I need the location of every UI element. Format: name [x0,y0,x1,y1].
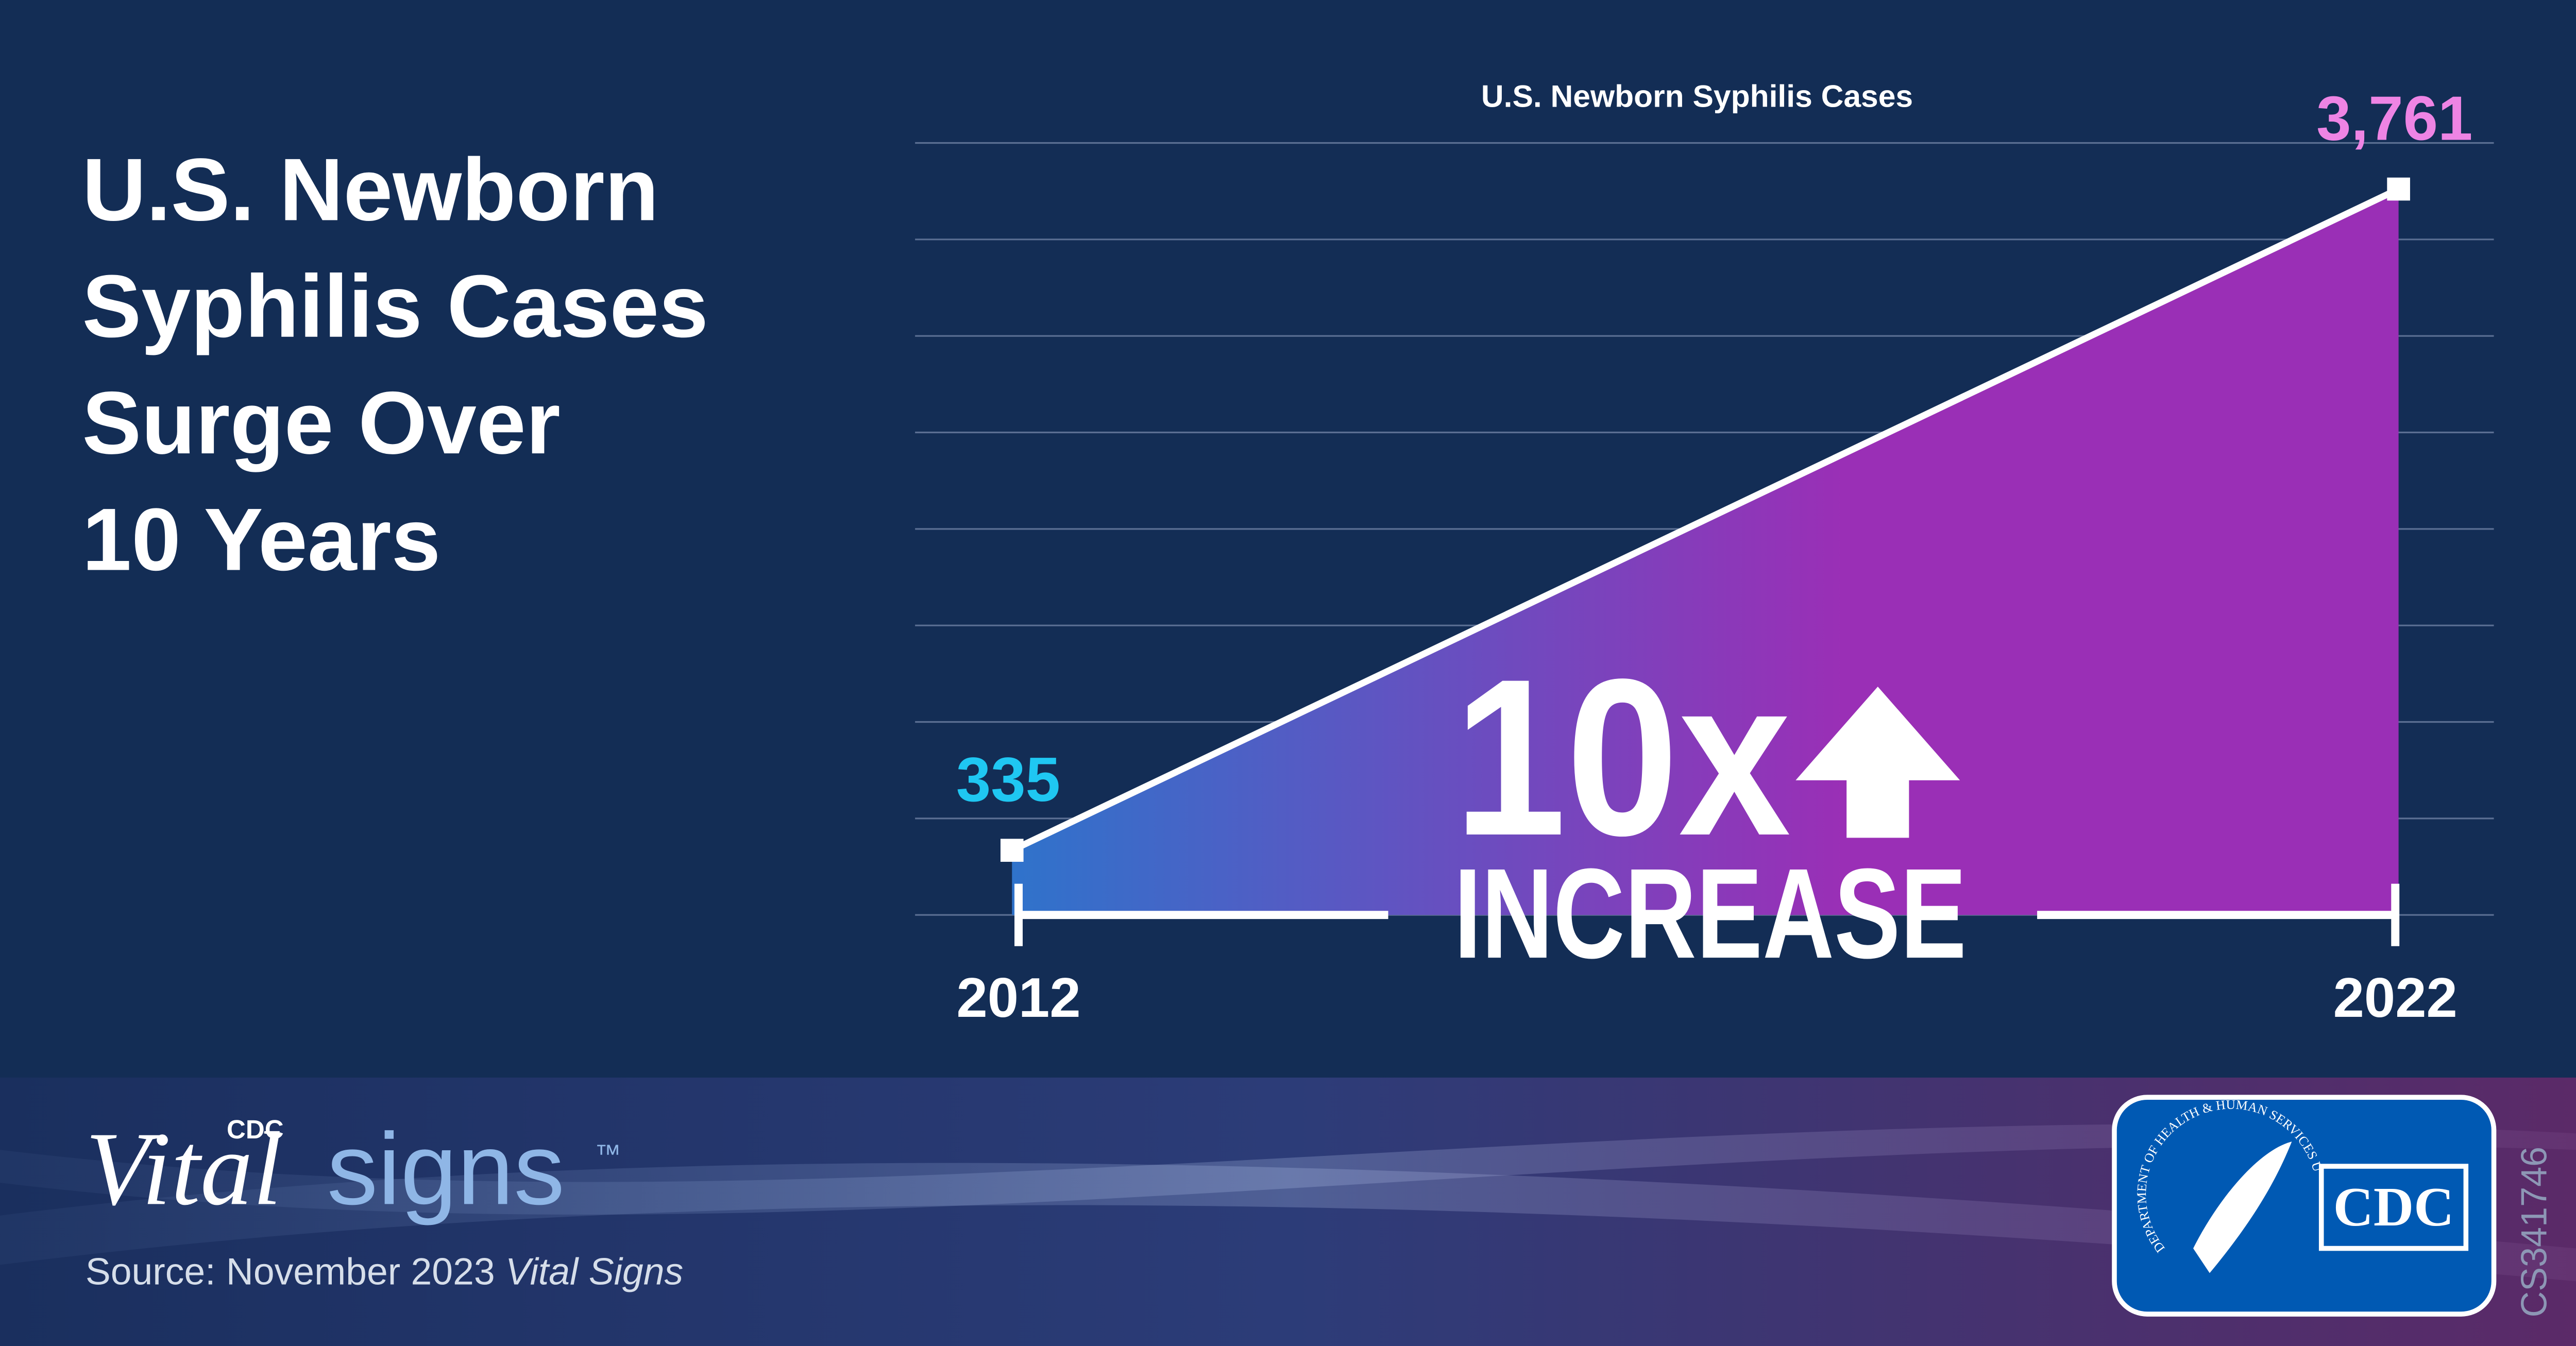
headline-line: 10 Years [82,490,440,589]
source-italic: Vital Signs [505,1251,683,1293]
annotation-arrow [1795,686,1960,838]
brand-cdc: CDC [227,1115,284,1144]
chart-title: U.S. Newborn Syphilis Cases [1481,78,1913,113]
annotation-big: 10x [1454,632,1792,882]
value-label: 335 [956,744,1060,814]
x-tick-label: 2022 [2333,966,2458,1029]
point [2387,177,2410,201]
annotation-text: INCREASE [1454,842,1967,985]
source-text: Source: November 2023 [86,1251,505,1293]
hhs-eagle [2193,1141,2292,1273]
headline-line: Syphilis Cases [82,257,708,356]
line [1010,186,2400,854]
trademark: ™ [595,1139,621,1169]
doc-code: CS341746 [2514,1147,2554,1318]
point [1000,839,1024,862]
footer-wave [0,1123,2576,1215]
x-tick-label: 2012 [956,966,1080,1029]
headline-line: U.S. Newborn [82,140,658,239]
cdc-box [2318,1164,2469,1251]
headline: U.S. Newborn Syphilis Cases Surge Over 1… [82,140,708,589]
cdc-text: CDC [2333,1176,2454,1238]
source: Source: November 2023 Vital Signs [86,1251,683,1293]
value-label: 3,761 [2316,83,2472,153]
area [1012,189,2399,915]
headline-line: Surge Over [82,373,560,472]
brand-signs: signs [327,1112,565,1225]
brand-vital: Vital [86,1111,282,1227]
